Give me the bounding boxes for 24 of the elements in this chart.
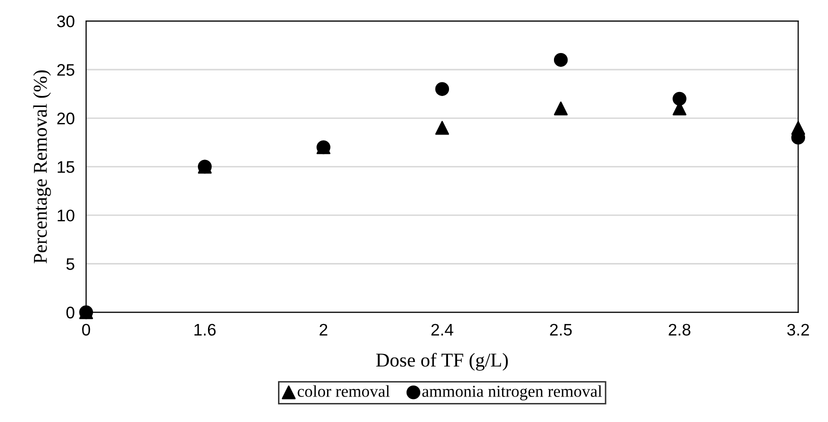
x-axis-title: Dose of TF (g/L) [376,352,508,371]
y-tick-label: 15 [58,161,74,173]
x-tick-label: 2.8 [668,324,690,336]
x-tick-label: 0 [82,324,90,336]
y-tick-label: 30 [57,16,74,28]
point [435,120,450,135]
point [554,53,568,67]
y-tick-label: 25 [57,64,74,76]
x-tick-label: 2 [320,324,328,336]
point [554,102,568,116]
y-tick-label: 20 [57,112,74,124]
point [316,140,330,154]
x-tick-label: 2.4 [431,324,454,336]
y-tick-label: 5 [66,258,74,270]
legend-label: color removal [298,385,390,397]
x-tick-label: 3.2 [787,324,809,336]
legend-label: ammonia nitrogen removal [422,385,602,400]
x-tick-label: 1.6 [194,324,216,336]
y-tick-label: 10 [58,210,74,222]
point [672,92,686,106]
y-axis-title: Percentage Removal (%) [33,70,51,264]
y-tick-label: 0 [66,306,74,318]
point [435,82,450,96]
x-tick-label: 2.5 [550,324,572,336]
